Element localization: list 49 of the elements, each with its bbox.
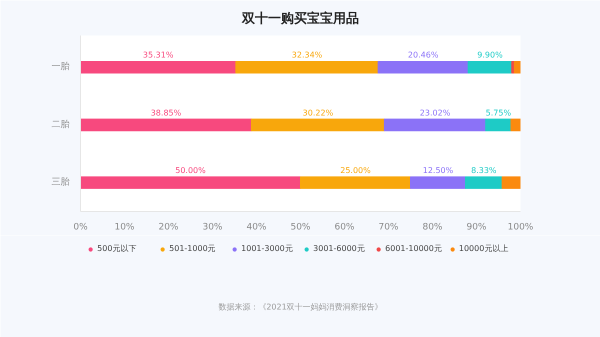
data-label: 30.22% xyxy=(302,108,334,118)
legend-label: 1001-3000元 xyxy=(241,243,294,254)
bar xyxy=(485,118,512,132)
data-label: 23.02% xyxy=(420,108,451,118)
x-tick-label: 40% xyxy=(246,222,267,232)
bar xyxy=(80,118,252,132)
bar xyxy=(510,118,520,132)
data-label: 32.34% xyxy=(292,50,323,60)
bar xyxy=(80,60,236,74)
bar xyxy=(410,176,466,189)
x-tick-label: 80% xyxy=(422,222,443,232)
bar xyxy=(502,176,520,189)
x-tick-label: 100% xyxy=(508,222,534,232)
legend-label: 501-1000元 xyxy=(169,243,217,254)
x-tick-label: 70% xyxy=(378,222,399,232)
bar xyxy=(384,118,486,132)
bar xyxy=(514,60,520,74)
x-tick-label: 20% xyxy=(158,222,179,232)
y-tick-label: 一胎 xyxy=(52,61,70,72)
bar xyxy=(80,176,301,189)
bar xyxy=(378,60,469,74)
data-label: 50.00% xyxy=(175,166,206,176)
data-label: 25.00% xyxy=(340,166,372,176)
data-label: 8.33% xyxy=(471,166,497,176)
x-tick-label: 30% xyxy=(202,222,223,232)
chart-title: 双十一购买宝宝用品 xyxy=(241,10,359,26)
data-label: 38.85% xyxy=(150,108,182,118)
data-label: 12.50% xyxy=(422,166,454,176)
legend-label: 500元以下 xyxy=(97,243,138,254)
bar xyxy=(250,118,385,132)
x-tick-label: 90% xyxy=(466,222,487,232)
x-tick-label: 60% xyxy=(334,222,355,232)
bar xyxy=(468,60,512,74)
data-label: 5.75% xyxy=(486,108,512,118)
bar xyxy=(235,60,379,74)
y-tick-label: 三胎 xyxy=(52,176,70,188)
legend-label: 6001-10000元 xyxy=(385,243,442,254)
data-label: 35.31% xyxy=(142,50,174,60)
source-note: 数据来源：《2021双十一妈妈消费洞察报告》 xyxy=(218,302,383,312)
legend-label: 3001-6000元 xyxy=(313,243,366,254)
legend-label: 10000元以上 xyxy=(458,243,510,254)
x-tick-label: 0% xyxy=(73,222,88,232)
data-label: 9.90% xyxy=(477,50,504,60)
data-label: 20.46% xyxy=(408,50,439,60)
bar xyxy=(300,176,411,189)
x-tick-label: 10% xyxy=(114,222,135,232)
y-tick-label: 二胎 xyxy=(52,118,70,130)
bar xyxy=(465,176,503,189)
x-tick-label: 50% xyxy=(290,222,311,232)
